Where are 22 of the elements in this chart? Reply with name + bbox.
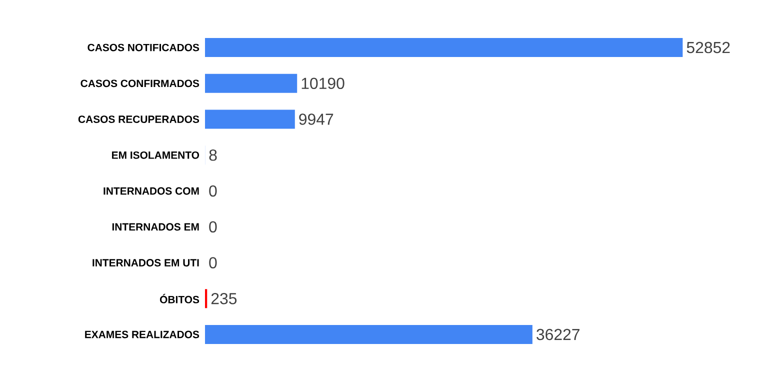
y-tick-label: INTERNADOS EM <box>112 223 199 231</box>
y-tick-label: EXAMES REALIZADOS <box>85 330 200 338</box>
data-label: 8 <box>209 150 217 161</box>
y-tick-label: ÓBITOS <box>160 294 200 304</box>
data-label: 52852 <box>686 42 730 54</box>
data-label: 235 <box>211 292 237 304</box>
data-label: 36227 <box>536 328 580 340</box>
bar <box>205 38 683 58</box>
bar <box>205 324 532 344</box>
data-label: 9947 <box>299 114 334 125</box>
data-label: 0 <box>209 185 217 197</box>
bar <box>205 74 298 93</box>
data-label: 0 <box>209 221 217 233</box>
y-tick-label: CASOS NOTIFICADOS <box>88 44 200 52</box>
bar <box>205 110 295 129</box>
y-tick-label: INTERNADOS EM UTI <box>92 259 199 266</box>
y-tick-label: EM ISOLAMENTO <box>112 151 200 159</box>
y-tick-label: CASOS RECUPERADOS <box>78 116 200 123</box>
y-tick-label: INTERNADOS COM <box>104 187 199 195</box>
data-label: 10190 <box>302 78 344 90</box>
y-tick-label: CASOS CONFIRMADOS <box>80 80 200 88</box>
data-label: 0 <box>209 257 217 268</box>
